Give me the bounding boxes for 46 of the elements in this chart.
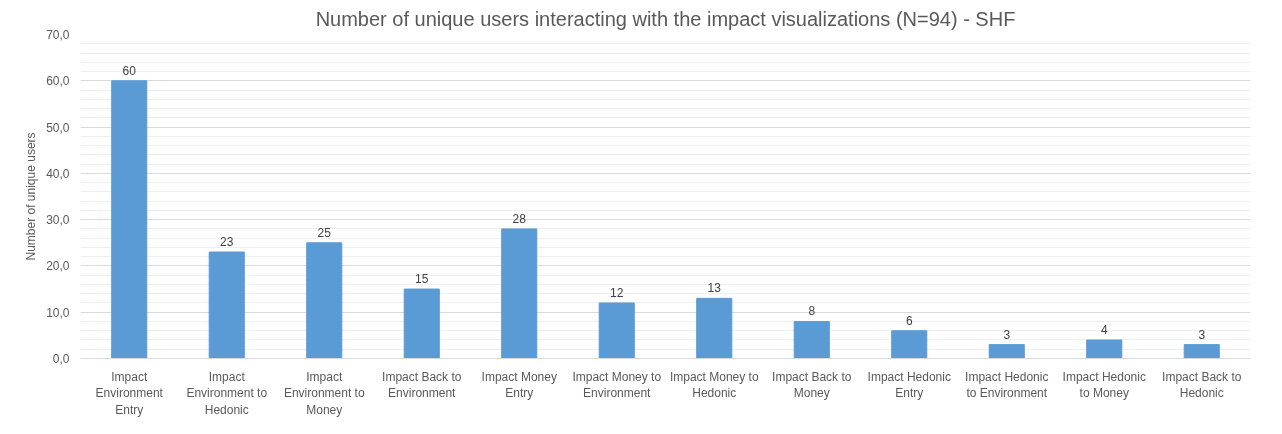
bar — [988, 344, 1025, 359]
x-tick-label: Impact Back to Money — [772, 369, 852, 401]
y-tick-label: 40,0 — [46, 166, 70, 181]
bar — [306, 242, 343, 359]
x-tick-label: Impact Money Entry — [481, 369, 557, 401]
y-axis-title: Number of unique users — [24, 132, 39, 261]
x-tick-label: Impact Hedonic to Money — [1062, 369, 1146, 401]
y-tick-label: 70,0 — [46, 28, 70, 42]
y-tick-label: 60,0 — [46, 74, 70, 89]
data-label: 15 — [415, 272, 429, 287]
data-label: 25 — [317, 225, 332, 240]
x-tick-label: Impact Hedonic Entry — [867, 369, 951, 401]
bar — [598, 302, 635, 359]
bar — [403, 288, 440, 359]
bar — [696, 297, 733, 359]
y-tick-label: 0,0 — [52, 352, 70, 366]
x-tick-label: Impact Back to Hedonic — [1162, 369, 1242, 401]
bar — [891, 330, 928, 359]
y-tick-label: 50,0 — [46, 120, 70, 135]
bar — [111, 80, 148, 359]
data-label: 3 — [1198, 327, 1206, 342]
bar — [1183, 344, 1220, 359]
data-label: 23 — [220, 235, 234, 250]
data-label: 13 — [707, 281, 722, 296]
y-tick-label: 10,0 — [46, 305, 70, 320]
x-tick-label: Impact Back to Environment — [382, 369, 462, 401]
chart-title: Number of unique users interacting with the impact visualizations (N=94) - SHF — [315, 7, 1016, 30]
x-tick-label: Impact Money to Hedonic — [669, 369, 759, 401]
data-label: 6 — [905, 313, 913, 328]
bar — [793, 320, 830, 359]
data-label: 12 — [610, 285, 624, 300]
data-label: 28 — [512, 211, 527, 226]
data-label: 60 — [122, 63, 137, 78]
x-tick-label: Impact Money to Environment — [572, 369, 662, 401]
y-tick-label: 30,0 — [46, 213, 70, 228]
bar — [501, 228, 538, 359]
x-tick-label: Impact Environment to Money — [283, 369, 365, 418]
x-tick-label: Impact Environment Entry — [95, 369, 164, 418]
data-label: 4 — [1100, 322, 1108, 337]
x-tick-label: Impact Hedonic to Environment — [965, 369, 1049, 401]
data-label: 8 — [808, 304, 816, 319]
x-tick-label: Impact Environment to Hedonic — [186, 369, 268, 418]
bar — [208, 251, 245, 359]
bar — [1086, 339, 1123, 359]
data-label: 3 — [1003, 327, 1011, 342]
y-tick-label: 20,0 — [46, 259, 70, 274]
